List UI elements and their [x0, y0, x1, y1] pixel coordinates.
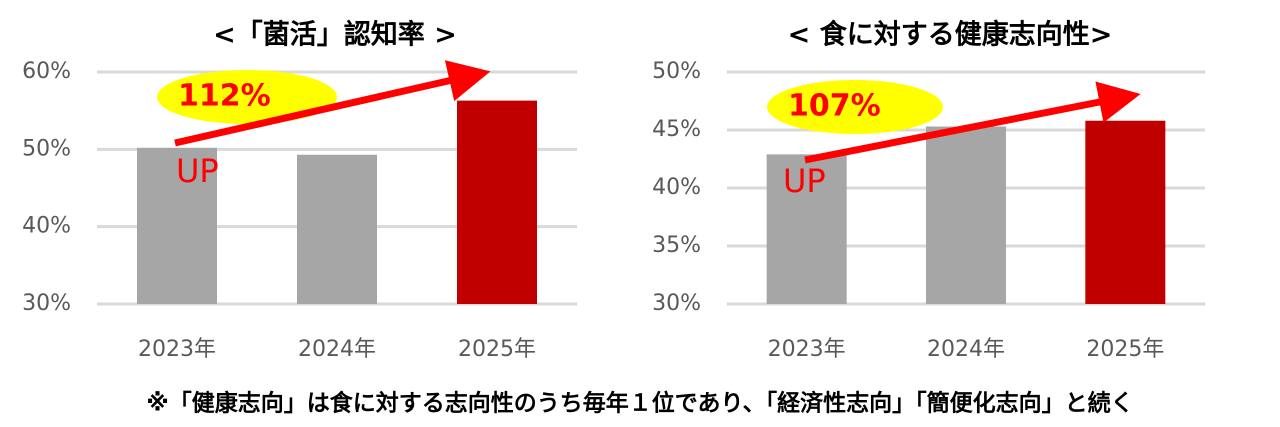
bar: [1085, 120, 1166, 304]
annotation-up: UP: [176, 152, 219, 190]
y-tick-label: 50%: [22, 136, 71, 161]
y-tick-label: 50%: [652, 59, 701, 84]
trend-arrow: [804, 81, 1141, 164]
annotation-percent: 107%: [788, 89, 881, 124]
y-tick-label: 30%: [652, 291, 701, 316]
highlight-ellipse: [157, 70, 337, 124]
x-tick-label: 2025年: [458, 337, 536, 362]
y-tick-label: 40%: [652, 175, 701, 200]
chart-title: < 食に対する健康志向性>: [788, 19, 1113, 51]
x-tick-label: 2025年: [1086, 337, 1164, 362]
bar: [297, 154, 377, 304]
y-tick-label: 40%: [22, 214, 71, 239]
x-tick-label: 2024年: [927, 337, 1005, 362]
x-tick-label: 2023年: [768, 337, 846, 362]
x-tick-label: 2023年: [138, 337, 216, 362]
bar: [766, 154, 847, 304]
annotation-percent: 112%: [178, 79, 271, 114]
annotation-up: UP: [783, 162, 826, 200]
bar: [926, 126, 1006, 305]
bar: [137, 147, 217, 304]
bar: [457, 100, 537, 304]
y-tick-label: 35%: [652, 233, 701, 258]
y-tick-label: 60%: [22, 59, 71, 84]
trend-arrow: [174, 60, 491, 147]
x-tick-label: 2024年: [298, 337, 376, 362]
chart-title: <「菌活」認知率 >: [213, 19, 457, 51]
highlight-ellipse: [767, 80, 943, 134]
y-tick-label: 30%: [22, 291, 71, 316]
footnote: ※「健康志向」は食に対する志向性のうち毎年１位であり、「経済性志向」「簡便化志向…: [146, 390, 1133, 417]
y-tick-label: 45%: [652, 117, 701, 142]
